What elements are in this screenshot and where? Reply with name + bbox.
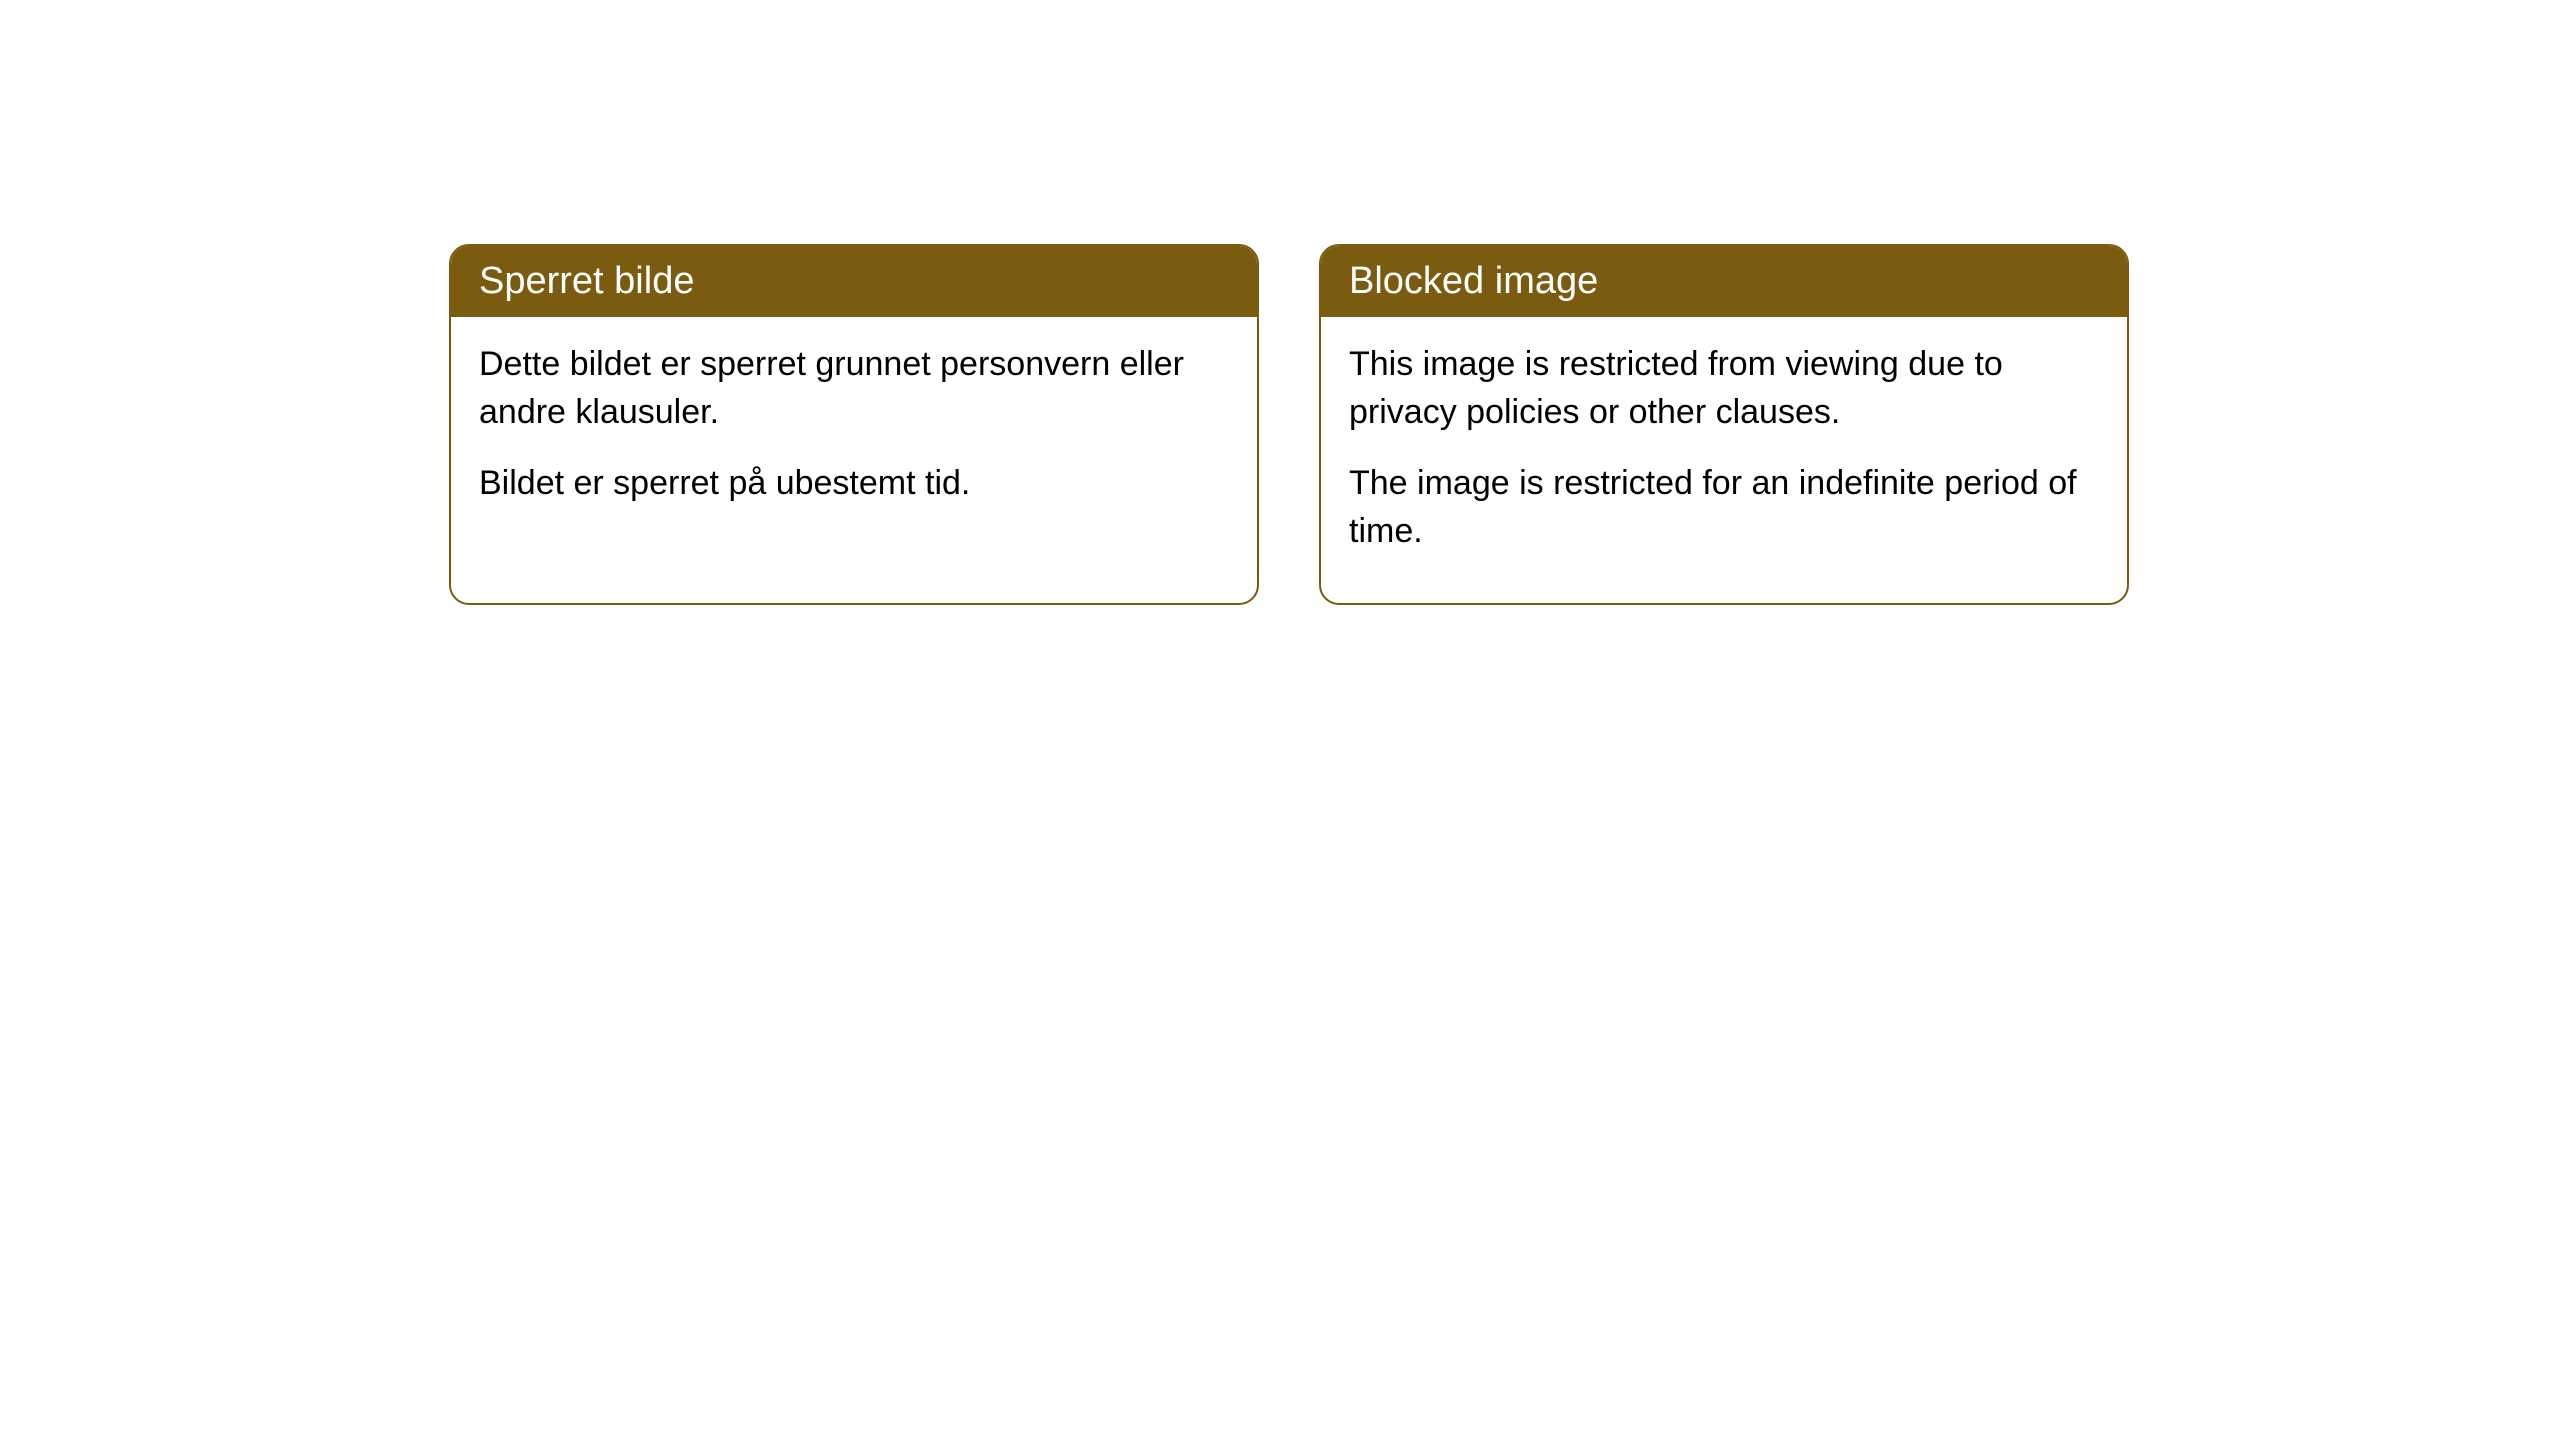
card-paragraph: Bildet er sperret på ubestemt tid. (479, 460, 1229, 508)
card-body-english: This image is restricted from viewing du… (1321, 317, 2127, 603)
card-paragraph: This image is restricted from viewing du… (1349, 341, 2099, 436)
notice-card-norwegian: Sperret bilde Dette bildet er sperret gr… (449, 244, 1259, 605)
card-title: Blocked image (1349, 260, 1598, 302)
card-header-norwegian: Sperret bilde (451, 246, 1257, 317)
card-paragraph: Dette bildet er sperret grunnet personve… (479, 341, 1229, 436)
notice-card-english: Blocked image This image is restricted f… (1319, 244, 2129, 605)
card-title: Sperret bilde (479, 260, 694, 302)
card-body-norwegian: Dette bildet er sperret grunnet personve… (451, 317, 1257, 556)
card-paragraph: The image is restricted for an indefinit… (1349, 460, 2099, 555)
notice-cards-container: Sperret bilde Dette bildet er sperret gr… (449, 244, 2129, 605)
card-header-english: Blocked image (1321, 246, 2127, 317)
